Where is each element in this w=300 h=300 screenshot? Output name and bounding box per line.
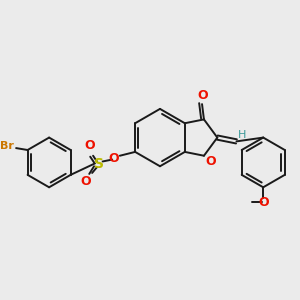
Text: O: O (198, 89, 208, 102)
Text: S: S (94, 157, 104, 171)
Text: O: O (109, 152, 119, 165)
Text: H: H (238, 130, 246, 140)
Text: O: O (80, 175, 91, 188)
Text: O: O (205, 155, 216, 168)
Text: O: O (84, 139, 94, 152)
Text: O: O (258, 196, 268, 209)
Text: Br: Br (0, 141, 14, 151)
